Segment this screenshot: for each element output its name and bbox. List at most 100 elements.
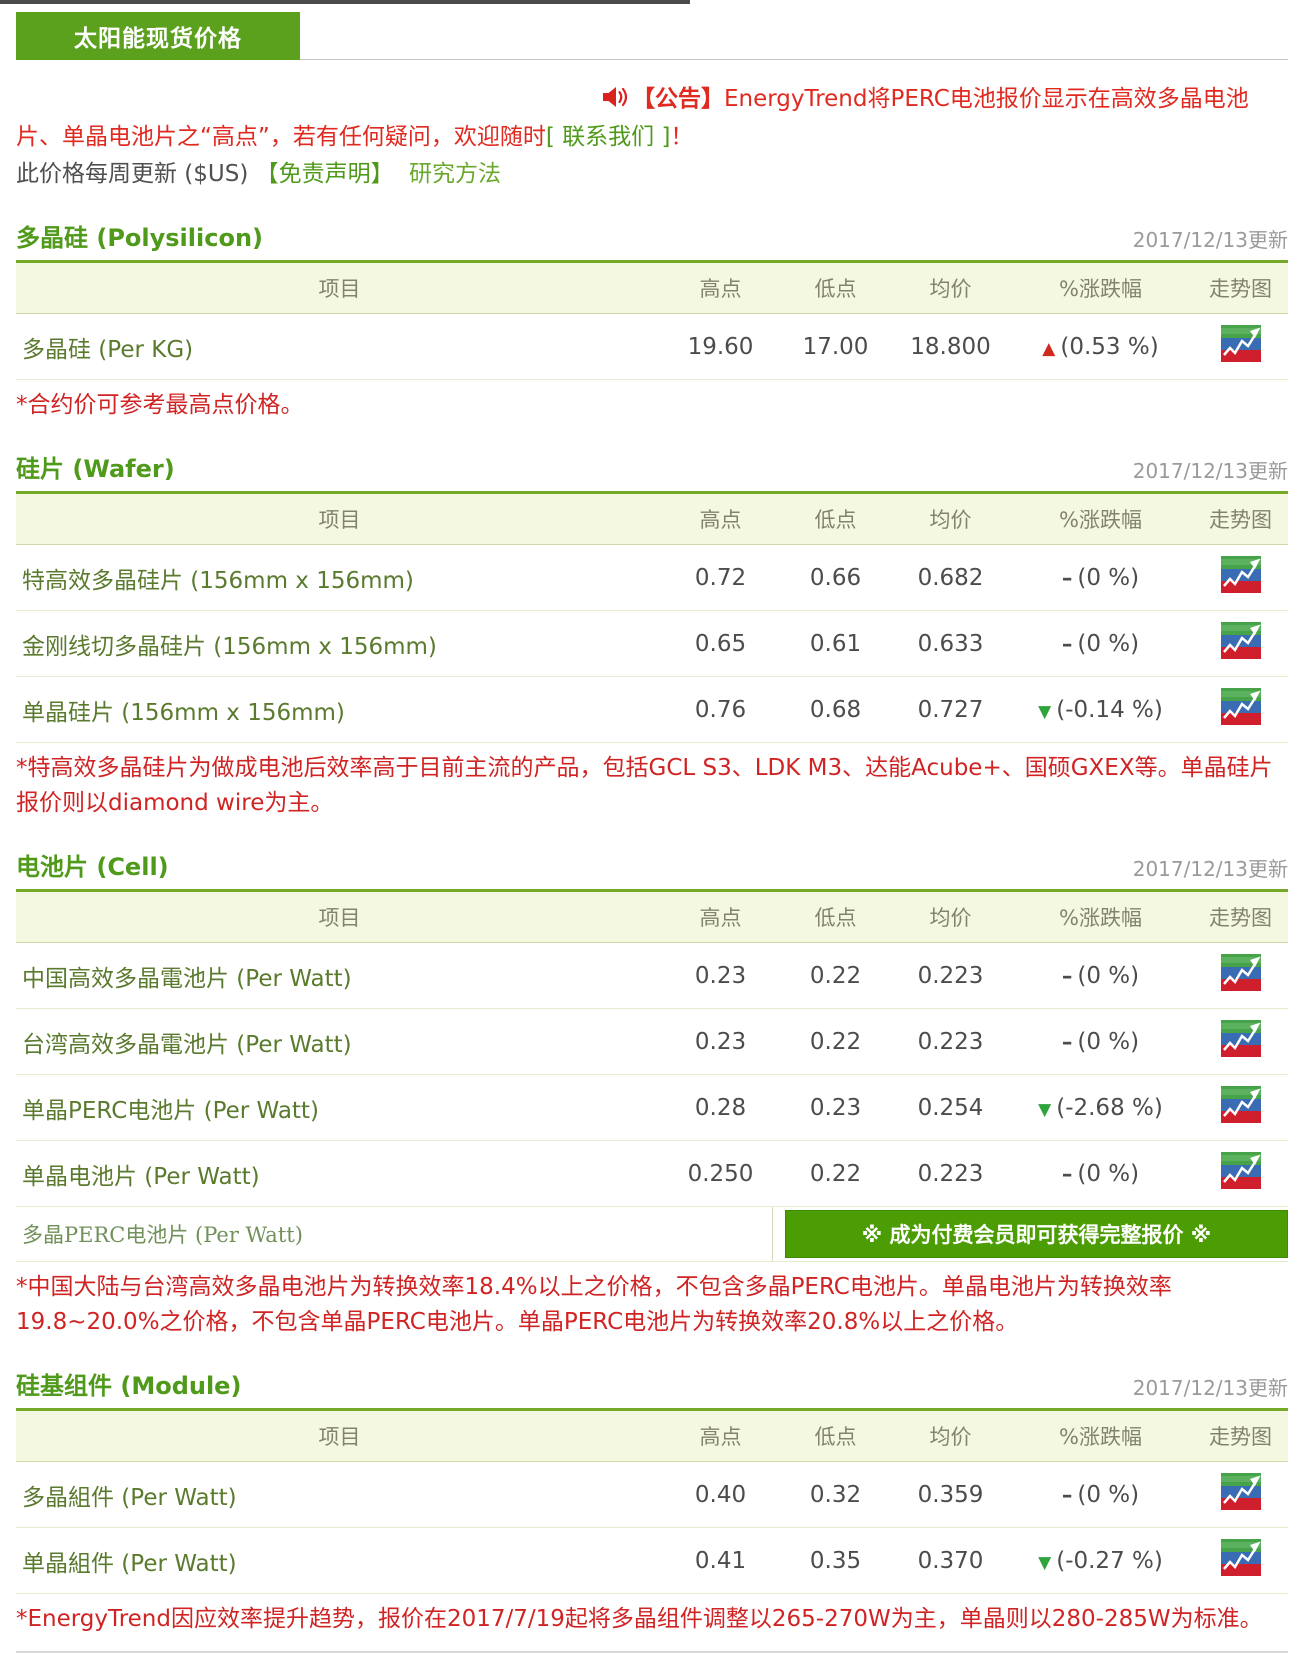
trend-chart-link[interactable]: [1220, 556, 1261, 593]
column-header: 走势图: [1193, 492, 1288, 545]
flat-arrow-icon: –: [1061, 1161, 1073, 1186]
low-value: 0.35: [778, 1527, 893, 1594]
avg-value: 0.633: [893, 610, 1008, 677]
price-row: 台湾高效多晶電池片 (Per Watt) 0.23 0.22 0.223– (0 %): [16, 1008, 1288, 1075]
methodology-link[interactable]: 研究方法: [408, 161, 501, 187]
contact-us-link[interactable]: [ 联系我们 ]: [545, 124, 671, 150]
trend-cell: [1193, 313, 1288, 380]
membership-banner-button[interactable]: ※ 成为付费会员即可获得完整报价 ※: [785, 1210, 1288, 1258]
update-meta-line: 此价格每周更新 ($US) 【免责声明】 研究方法: [16, 157, 1288, 192]
low-value: 0.61: [778, 610, 893, 677]
trend-chart-icon: [1220, 325, 1261, 362]
trend-chart-icon: [1220, 622, 1261, 659]
trend-chart-icon: [1220, 1473, 1261, 1510]
trend-chart-link[interactable]: [1220, 325, 1261, 362]
column-header: 走势图: [1193, 890, 1288, 943]
change-value: – (0 %): [1008, 610, 1193, 677]
column-header: 项目: [16, 1409, 663, 1462]
item-name: 台湾高效多晶電池片 (Per Watt): [16, 1008, 663, 1075]
high-value: 0.250: [663, 1140, 778, 1207]
table-header-row: 项目 高点 低点 均价 %涨跌幅 走势图: [16, 492, 1288, 545]
trend-cell: [1193, 1527, 1288, 1594]
change-value: ▼ (-0.27 %): [1008, 1527, 1193, 1594]
section-header: 多晶硅 (Polysilicon) 2017/12/13更新: [16, 218, 1288, 253]
item-name: 多晶PERC电池片 (Per Watt): [16, 1207, 773, 1261]
column-header: 走势图: [1193, 261, 1288, 314]
column-header: 项目: [16, 890, 663, 943]
disclaimer-link[interactable]: 【免责声明】: [255, 161, 394, 187]
flat-arrow-icon: –: [1061, 631, 1073, 656]
change-value: – (0 %): [1008, 942, 1193, 1009]
avg-value: 0.727: [893, 676, 1008, 743]
section-updated: 2017/12/13更新: [1132, 1376, 1288, 1400]
column-header: %涨跌幅: [1008, 890, 1193, 943]
trend-chart-link[interactable]: [1220, 688, 1261, 725]
trend-chart-link[interactable]: [1220, 622, 1261, 659]
column-header: 低点: [778, 1409, 893, 1462]
column-header: 低点: [778, 261, 893, 314]
column-header: %涨跌幅: [1008, 1409, 1193, 1462]
trend-chart-link[interactable]: [1220, 1086, 1261, 1123]
announcement: 【公告】EnergyTrend将PERC电池报价显示在高效多晶电池片、单晶电池片…: [16, 82, 1288, 155]
low-value: 0.23: [778, 1074, 893, 1141]
section-module: 硅基组件 (Module) 2017/12/13更新 项目 高点 低点 均价 %涨跌幅 走势图…: [16, 1366, 1288, 1637]
item-name: 单晶硅片 (156mm x 156mm): [16, 676, 663, 743]
section-polysilicon: 多晶硅 (Polysilicon) 2017/12/13更新项目 高点 低点 均价 %涨跌…: [16, 218, 1288, 423]
price-table: 项目 高点 低点 均价 %涨跌幅 走势图 多晶硅 (Per KG) 19.60 17.00 18.…: [16, 260, 1288, 380]
trend-cell: [1193, 610, 1288, 677]
page-title-tab: 太阳能现货价格: [16, 12, 300, 60]
high-value: 0.23: [663, 1008, 778, 1075]
low-value: 0.68: [778, 676, 893, 743]
header-tab-row: 太阳能现货价格: [16, 0, 1288, 60]
down-arrow-icon: ▼: [1038, 1099, 1052, 1120]
trend-chart-link[interactable]: [1220, 954, 1261, 991]
trend-chart-link[interactable]: [1220, 1020, 1261, 1057]
item-name: 金刚线切多晶硅片 (156mm x 156mm): [16, 610, 663, 677]
price-row: 单晶組件 (Per Watt) 0.41 0.35 0.370 ▼ (-0.27 %): [16, 1527, 1288, 1594]
high-value: 0.65: [663, 610, 778, 677]
down-arrow-icon: ▼: [1038, 1552, 1052, 1573]
trend-chart-icon: [1220, 1152, 1261, 1189]
flat-arrow-icon: –: [1061, 963, 1073, 988]
price-row: 中国高效多晶電池片 (Per Watt) 0.23 0.22 0.223– (0 %): [16, 942, 1288, 1009]
low-value: 0.22: [778, 1140, 893, 1207]
announcement-suffix: ！: [670, 124, 694, 150]
item-name: 单晶組件 (Per Watt): [16, 1527, 663, 1594]
section-title: 多晶硅 (Polysilicon): [16, 224, 264, 252]
column-header: 高点: [663, 890, 778, 943]
section-header: 硅基组件 (Module) 2017/12/13更新: [16, 1366, 1288, 1401]
price-row: 金刚线切多晶硅片 (156mm x 156mm) 0.65 0.61 0.633– (0…: [16, 610, 1288, 677]
column-header: 走势图: [1193, 1409, 1288, 1462]
trend-chart-icon: [1220, 556, 1261, 593]
trend-chart-icon: [1220, 1539, 1261, 1576]
trend-cell: [1193, 676, 1288, 743]
flat-arrow-icon: –: [1061, 1029, 1073, 1054]
trend-chart-link[interactable]: [1220, 1152, 1261, 1189]
price-row: 单晶硅片 (156mm x 156mm) 0.76 0.68 0.727 ▼ (-0.14…: [16, 676, 1288, 743]
section-footnote: *特高效多晶硅片为做成电池后效率高于目前主流的产品，包括GCL S3、LDK M…: [16, 755, 1273, 816]
change-value: – (0 %): [1008, 1461, 1193, 1528]
column-header: 低点: [778, 890, 893, 943]
low-value: 0.22: [778, 1008, 893, 1075]
trend-cell: [1193, 1008, 1288, 1075]
column-header: 高点: [663, 492, 778, 545]
section-header: 电池片 (Cell) 2017/12/13更新: [16, 847, 1288, 882]
high-value: 0.72: [663, 544, 778, 611]
column-header: 项目: [16, 492, 663, 545]
change-value: – (0 %): [1008, 1008, 1193, 1075]
price-row: 多晶硅 (Per KG) 19.60 17.00 18.800 ▲ (0.53 %): [16, 313, 1288, 380]
price-table: 项目 高点 低点 均价 %涨跌幅 走势图 多晶組件 (Per Watt) 0.40 0.32 0.…: [16, 1408, 1288, 1594]
low-value: 0.22: [778, 942, 893, 1009]
section-cell: 电池片 (Cell) 2017/12/13更新项目 高点 低点 均价 %涨跌幅 走势图 中国高…: [16, 847, 1288, 1340]
trend-chart-link[interactable]: [1220, 1539, 1261, 1576]
trend-chart-link[interactable]: [1220, 1473, 1261, 1510]
item-name: 多晶組件 (Per Watt): [16, 1461, 663, 1528]
member-row: 多晶PERC电池片 (Per Watt) ※ 成为付费会员即可获得完整报价 ※: [16, 1207, 1288, 1262]
price-row: 特高效多晶硅片 (156mm x 156mm) 0.72 0.66 0.682– (0 …: [16, 544, 1288, 611]
change-value: – (0 %): [1008, 544, 1193, 611]
flat-arrow-icon: –: [1061, 565, 1073, 590]
avg-value: 0.254: [893, 1074, 1008, 1141]
column-header: 高点: [663, 261, 778, 314]
price-table: 项目 高点 低点 均价 %涨跌幅 走势图 中国高效多晶電池片 (Per Watt) 0.23 0…: [16, 889, 1288, 1207]
low-value: 0.66: [778, 544, 893, 611]
